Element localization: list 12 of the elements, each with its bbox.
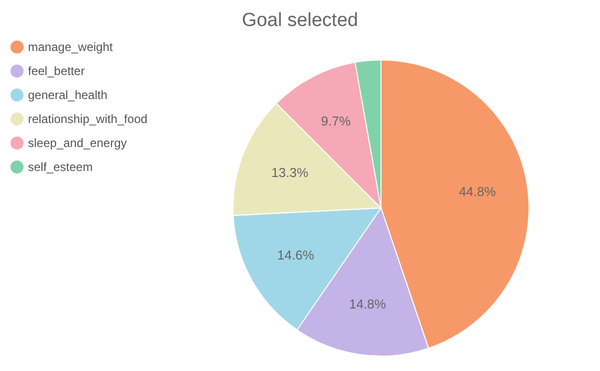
legend-label: self_esteem [28, 160, 93, 174]
data-label: 14.6% [277, 248, 315, 263]
chart-title: Goal selected [242, 10, 358, 31]
data-label: 14.8% [349, 296, 386, 312]
legend-label: sleep_and_energy [28, 136, 127, 150]
data-label: 44.8% [458, 184, 496, 200]
data-label: 9.7% [321, 113, 352, 128]
legend-label: relationship_with_food [28, 112, 148, 126]
legend-label: general_health [28, 88, 108, 102]
legend-label: manage_weight [28, 40, 114, 54]
legend-label: feel_better [28, 64, 85, 78]
data-label: 13.3% [271, 164, 309, 180]
